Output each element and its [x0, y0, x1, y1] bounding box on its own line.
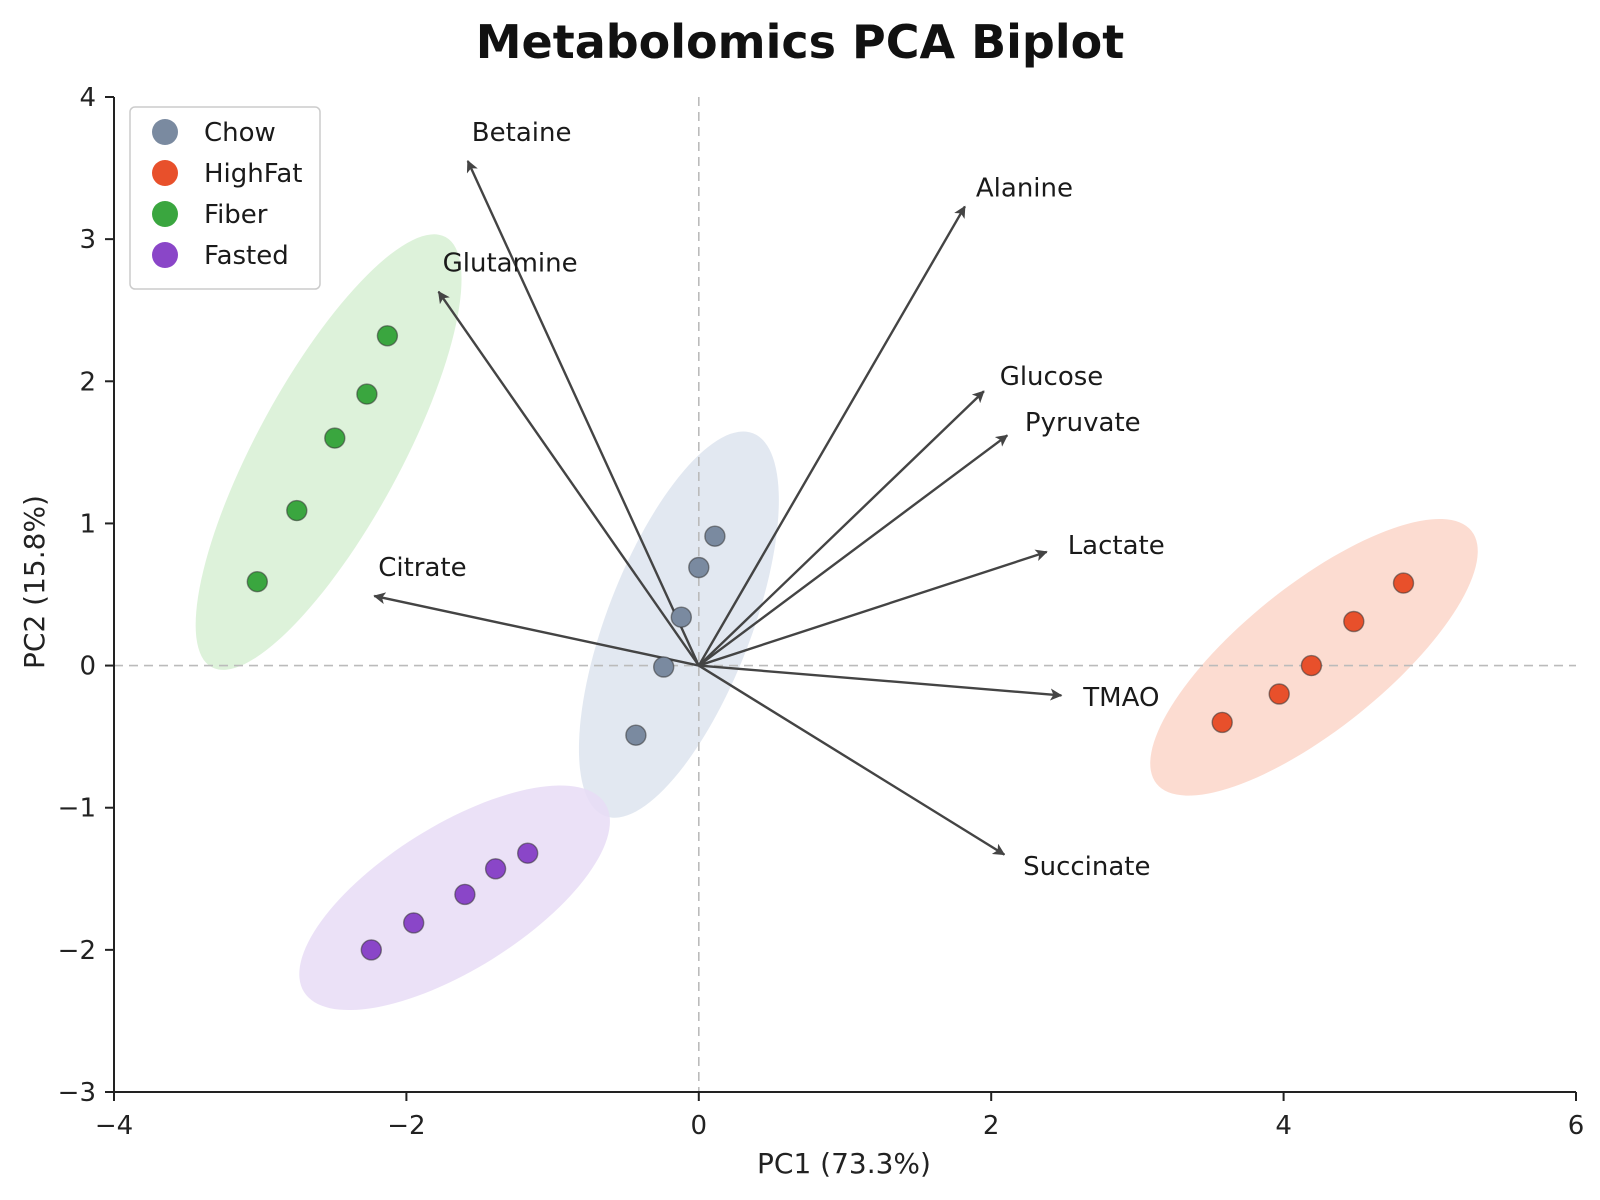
point-fasted — [360, 939, 382, 961]
legend-box — [129, 106, 321, 290]
group-ellipses — [195, 234, 1478, 1011]
x-tick-label: 4 — [1275, 1111, 1292, 1141]
point-chow — [653, 656, 675, 678]
point-fiber — [376, 325, 399, 347]
loading-label-alanine: Alanine — [976, 173, 1073, 203]
y-tick-label: 4 — [79, 83, 96, 113]
y-tick-label: −1 — [58, 794, 96, 824]
legend-marker-fiber — [152, 201, 178, 227]
point-fasted — [403, 912, 425, 934]
legend-label-chow: Chow — [204, 118, 276, 148]
point-highfat — [1300, 654, 1323, 677]
score-points — [246, 325, 1415, 961]
loading-label-glutamine: Glutamine — [443, 249, 578, 279]
loading-arrow-succinate — [698, 664, 1006, 856]
axes: −4 −2 0 2 4 6 −3 −2 −1 0 1 2 3 4 — [58, 83, 1585, 1141]
point-chow — [704, 525, 726, 547]
point-fiber — [324, 427, 346, 449]
legend-marker-fasted — [152, 242, 178, 268]
loading-arrow-pyruvate — [698, 434, 1009, 667]
x-tick-label: 2 — [983, 1111, 1000, 1141]
point-highfat — [1392, 572, 1415, 594]
point-fasted — [454, 883, 476, 906]
x-tick-label: 6 — [1568, 1111, 1585, 1141]
x-axis-title: PC1 (73.3%) — [757, 1147, 931, 1180]
loading-label-citrate: Citrate — [378, 553, 466, 583]
x-tick-label: −2 — [387, 1111, 425, 1141]
loading-arrow-tmao — [698, 664, 1063, 701]
point-chow — [670, 606, 692, 628]
loading-arrow-glucose — [697, 390, 985, 667]
loading-label-lactate: Lactate — [1068, 531, 1165, 561]
point-fiber — [286, 499, 308, 522]
point-chow — [625, 724, 647, 746]
y-tick-label: 0 — [79, 652, 96, 682]
loading-arrows: Betaine Alanine Glutamine Glucose Pyruvate La… — [373, 118, 1165, 882]
point-highfat — [1211, 711, 1233, 734]
point-chow — [688, 556, 710, 579]
legend-label-fiber: Fiber — [204, 200, 268, 230]
point-highfat — [1268, 683, 1290, 705]
chart-title: Metabolomics PCA Biplot — [476, 15, 1124, 69]
point-highfat — [1343, 610, 1365, 633]
point-fiber — [356, 383, 378, 405]
x-tick-label: −4 — [95, 1111, 133, 1141]
x-tick-label: 0 — [691, 1111, 708, 1141]
zero-lines — [114, 97, 1576, 1092]
loading-arrow-alanine — [697, 205, 966, 667]
loading-arrow-glutamine — [437, 290, 700, 667]
point-fasted — [517, 842, 539, 864]
legend-marker-chow — [152, 119, 178, 145]
point-fasted — [484, 858, 507, 880]
loading-label-tmao: TMAO — [1082, 683, 1159, 713]
loading-arrow-betaine — [466, 160, 700, 667]
legend-label-fasted: Fasted — [204, 241, 289, 271]
legend-marker-highfat — [152, 160, 178, 186]
loading-label-pyruvate: Pyruvate — [1025, 408, 1141, 438]
loading-arrow-citrate — [373, 592, 700, 667]
loading-label-succinate: Succinate — [1023, 852, 1150, 882]
loading-label-glucose: Glucose — [1000, 362, 1104, 392]
y-tick-label: 2 — [79, 367, 96, 397]
y-tick-label: 3 — [79, 225, 96, 255]
y-tick-label: −2 — [58, 936, 96, 966]
y-axis-title: PC2 (15.8%) — [18, 495, 51, 669]
loading-label-betaine: Betaine — [472, 118, 572, 148]
legend: Chow HighFat Fiber Fasted — [129, 106, 321, 290]
y-tick-label: 1 — [79, 509, 96, 539]
point-fiber — [246, 571, 268, 593]
loading-arrow-lactate — [698, 549, 1048, 667]
legend-label-highfat: HighFat — [204, 159, 302, 189]
y-tick-label: −3 — [58, 1078, 96, 1108]
